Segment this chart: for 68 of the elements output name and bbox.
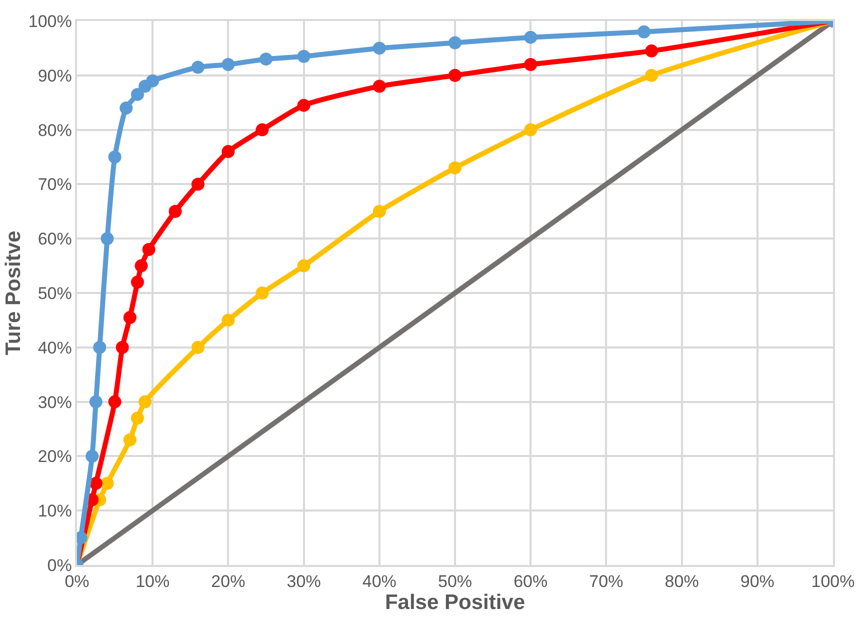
y-tick-label: 30% (38, 392, 72, 412)
point (638, 25, 650, 38)
point (130, 276, 144, 289)
point (142, 242, 156, 256)
y-tick-label: 10% (38, 502, 72, 521)
point (123, 310, 136, 324)
x-tick-label: 40% (362, 572, 396, 592)
x-tick-label: 60% (514, 572, 548, 592)
y-tick-label: 70% (38, 175, 72, 194)
point (372, 80, 386, 93)
y-tick-label: 100% (28, 12, 72, 31)
point (524, 58, 538, 72)
point (93, 340, 106, 354)
point (191, 340, 204, 354)
point (89, 395, 102, 408)
point (168, 204, 182, 218)
point (130, 412, 144, 425)
point (372, 204, 386, 218)
point (222, 314, 235, 327)
point (100, 476, 114, 490)
point (86, 450, 99, 463)
x-tick-label: 10% (136, 572, 170, 592)
point (108, 395, 122, 408)
y-tick-label: 20% (38, 447, 72, 466)
point (297, 50, 310, 63)
point (645, 68, 658, 82)
x-tick-label: 70% (589, 572, 624, 592)
point (89, 476, 102, 490)
point (297, 98, 310, 112)
point (372, 42, 386, 55)
y-tick-label: 80% (38, 120, 72, 140)
x-axis-title: False Positive (384, 591, 526, 614)
x-tick-label: 0% (64, 572, 90, 592)
point (524, 123, 538, 136)
point (191, 178, 204, 191)
point (108, 150, 122, 164)
y-tick-label: 90% (38, 66, 72, 86)
point (191, 60, 204, 74)
point (448, 68, 462, 82)
point (256, 286, 269, 300)
point (524, 30, 538, 44)
point (260, 52, 272, 66)
point (134, 259, 148, 272)
point (138, 395, 152, 408)
y-axis-title: Ture Positve (2, 230, 26, 356)
x-tick-label: 30% (286, 572, 321, 592)
x-tick-label: 20% (211, 572, 246, 592)
point (120, 102, 133, 115)
point (130, 88, 144, 101)
y-tick-label: 50% (38, 284, 72, 303)
point (256, 123, 269, 136)
y-tick-label: 0% (47, 556, 72, 575)
x-tick-label: 100% (811, 572, 855, 592)
point (448, 36, 462, 50)
point (448, 161, 462, 174)
point (222, 58, 235, 72)
point (100, 232, 114, 246)
point (222, 145, 235, 158)
point (146, 74, 160, 88)
point (116, 340, 129, 354)
y-tick-label: 60% (38, 230, 72, 249)
y-tick-label: 40% (38, 338, 72, 358)
x-tick-label: 50% (438, 572, 472, 592)
x-tick-label: 80% (664, 572, 699, 592)
point (645, 44, 658, 58)
point (123, 433, 136, 446)
x-tick-label: 90% (740, 572, 774, 592)
point (297, 259, 310, 272)
